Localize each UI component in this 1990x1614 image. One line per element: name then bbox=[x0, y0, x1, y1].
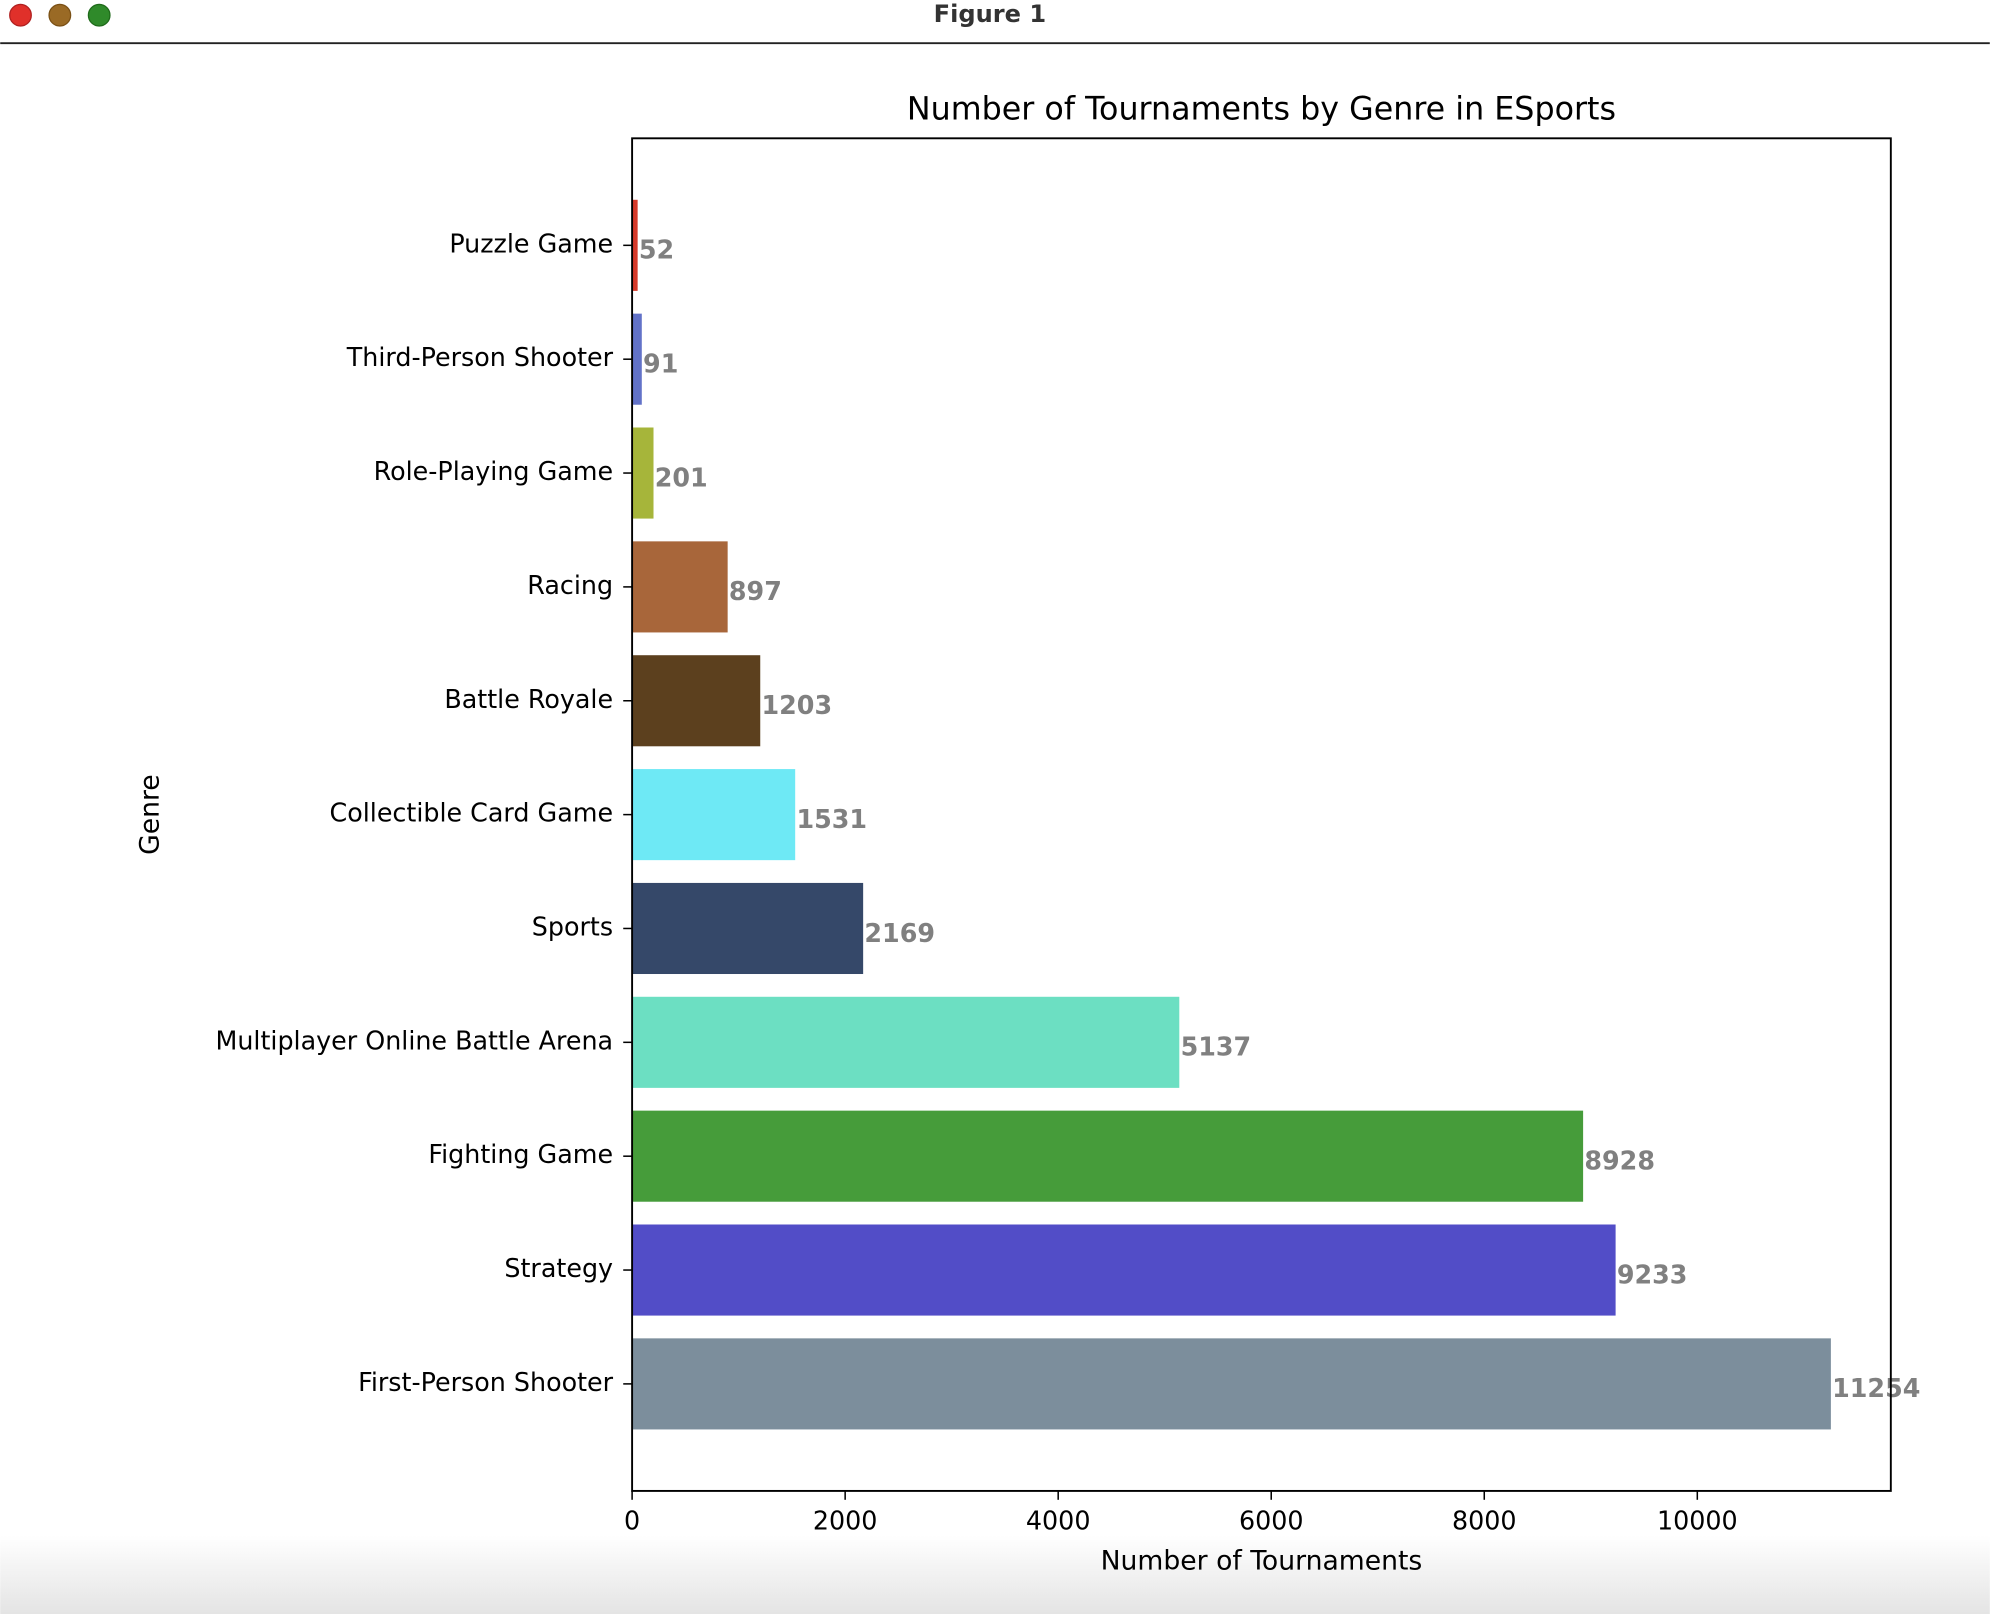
x-tick-label: 4000 bbox=[1026, 1506, 1091, 1536]
close-button[interactable] bbox=[9, 3, 32, 27]
y-tick-label: Strategy bbox=[504, 1253, 613, 1283]
x-tick-label: 0 bbox=[624, 1506, 640, 1536]
y-tick-label: Racing bbox=[527, 570, 613, 600]
x-tick-label: 2000 bbox=[813, 1506, 878, 1536]
window-footer bbox=[0, 1535, 1990, 1614]
minimize-button[interactable] bbox=[48, 3, 72, 27]
value-label: 2169 bbox=[864, 918, 935, 948]
bar bbox=[632, 882, 864, 975]
y-axis-label: Genre bbox=[135, 774, 166, 855]
y-tick-label: Third-Person Shooter bbox=[346, 342, 614, 372]
bar bbox=[632, 655, 761, 747]
bar bbox=[632, 199, 638, 291]
y-tick-label: First-Person Shooter bbox=[358, 1367, 614, 1397]
value-label: 897 bbox=[729, 576, 782, 606]
y-tick-label: Puzzle Game bbox=[449, 228, 613, 258]
y-tick-label: Multiplayer Online Battle Arena bbox=[215, 1025, 613, 1055]
bar bbox=[632, 996, 1180, 1088]
title-bar bbox=[0, 0, 1990, 44]
value-label: 1531 bbox=[796, 804, 867, 834]
chart: Number of Tournaments by Genre in ESport… bbox=[135, 91, 1921, 1576]
bar bbox=[632, 313, 642, 405]
bar bbox=[632, 769, 796, 861]
value-label: 5137 bbox=[1181, 1032, 1252, 1062]
value-label: 8928 bbox=[1584, 1146, 1655, 1176]
value-label: 91 bbox=[643, 349, 678, 379]
value-label: 11254 bbox=[1832, 1373, 1920, 1403]
bar bbox=[632, 1338, 1831, 1430]
x-tick-label: 6000 bbox=[1239, 1506, 1304, 1536]
y-tick-label: Battle Royale bbox=[444, 684, 613, 714]
chart-title: Number of Tournaments by Genre in ESport… bbox=[907, 91, 1616, 127]
value-label: 201 bbox=[655, 462, 708, 492]
bar bbox=[632, 541, 728, 633]
x-tick-label: 8000 bbox=[1452, 1506, 1517, 1536]
value-label: 9233 bbox=[1617, 1259, 1688, 1289]
bar bbox=[632, 427, 654, 519]
window-title: Figure 1 bbox=[934, 0, 1047, 28]
y-tick-label: Sports bbox=[532, 911, 613, 941]
y-tick-label: Collectible Card Game bbox=[330, 798, 614, 828]
x-axis-label: Number of Tournaments bbox=[1101, 1545, 1423, 1576]
value-label: 1203 bbox=[762, 690, 833, 720]
value-label: 52 bbox=[639, 235, 674, 265]
bar bbox=[632, 1110, 1584, 1202]
zoom-button[interactable] bbox=[87, 3, 111, 27]
x-tick-label: 10000 bbox=[1657, 1506, 1738, 1536]
y-tick-label: Role-Playing Game bbox=[374, 456, 613, 486]
bar bbox=[632, 1224, 1616, 1316]
y-tick-label: Fighting Game bbox=[428, 1139, 613, 1169]
plot-frame bbox=[631, 137, 1892, 1492]
